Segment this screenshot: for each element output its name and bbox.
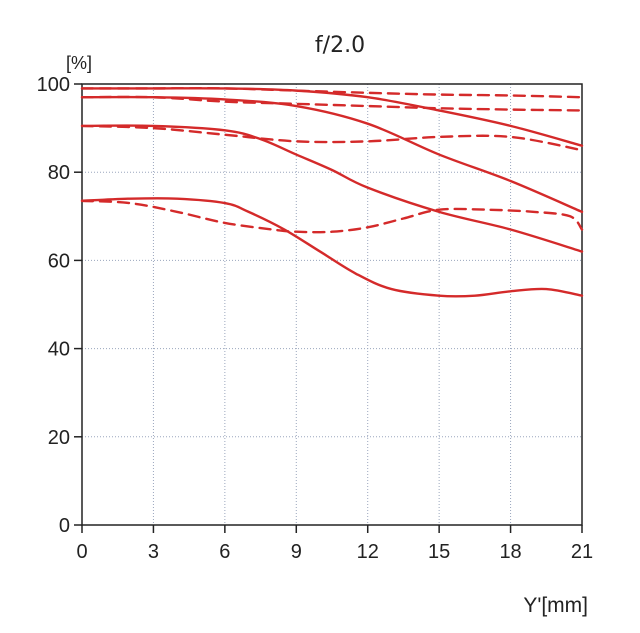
x-tick-label: 9 (291, 541, 302, 563)
y-tick-label: 40 (48, 339, 70, 361)
series-line-4-dashed (80, 95, 584, 112)
x-tick-label: 12 (357, 541, 379, 563)
plot-frame (81, 83, 583, 526)
series-line-2-dashed (80, 87, 584, 99)
axis-ticks: 0 3 6 9 12 15 18 21 0 20 40 60 80 100 (37, 74, 594, 563)
y-tick-label: 80 (48, 162, 70, 184)
series-line-6-dashed (80, 124, 584, 152)
x-tick-label: 0 (76, 541, 87, 563)
y-axis-unit: [%] (66, 53, 92, 73)
y-tick-label: 0 (59, 515, 70, 537)
series-line-7-solid (80, 197, 584, 298)
x-tick-label: 18 (499, 541, 521, 563)
series-line-5-solid (80, 124, 584, 253)
y-tick-label: 60 (48, 250, 70, 272)
series-line-3-solid (80, 95, 584, 214)
x-tick-label: 21 (571, 541, 593, 563)
y-tick-label: 20 (48, 427, 70, 449)
x-axis-label: Y'[mm] (523, 594, 588, 617)
series-lines (80, 87, 584, 298)
x-tick-label: 3 (148, 541, 159, 563)
x-tick-label: 6 (219, 541, 230, 563)
y-tick-label: 100 (37, 74, 70, 96)
chart-title: f/2.0 (315, 33, 365, 58)
x-tick-label: 15 (428, 541, 450, 563)
grid-lines (82, 84, 582, 525)
series-line-8-dashed (80, 199, 584, 234)
